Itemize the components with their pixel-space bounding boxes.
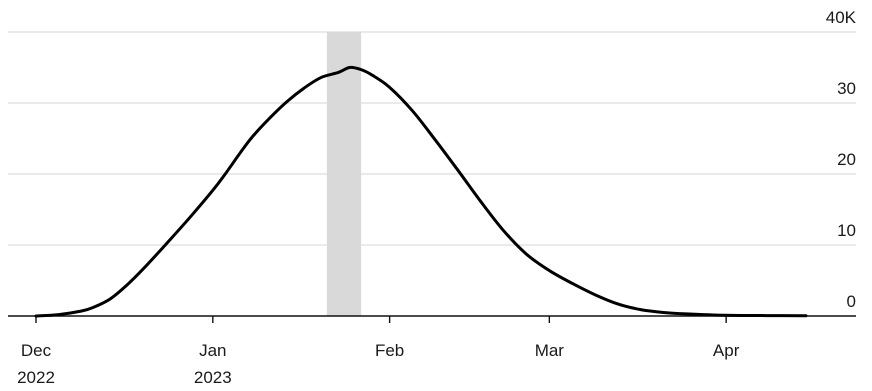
gridlines bbox=[8, 31, 856, 246]
highlight-band bbox=[326, 32, 362, 316]
y-tick-label: 10 bbox=[837, 221, 856, 240]
y-tick-label: 0 bbox=[847, 292, 856, 311]
series-line bbox=[34, 65, 808, 318]
x-tick-year-label: 2022 bbox=[17, 368, 55, 387]
x-tick-label: Feb bbox=[375, 341, 404, 360]
x-tick-label: Apr bbox=[713, 341, 740, 360]
y-axis-labels: 0 10 20 30 40K bbox=[826, 8, 857, 311]
highlight-band-layer bbox=[326, 32, 362, 316]
x-axis-labels: Dec 2022 Jan 2023 Feb Mar Apr bbox=[17, 341, 740, 387]
x-tick-label: Jan bbox=[199, 341, 226, 360]
y-tick-label: 20 bbox=[837, 150, 856, 169]
series-layer bbox=[34, 65, 808, 318]
x-tick-label: Dec bbox=[21, 341, 52, 360]
x-axis bbox=[8, 315, 856, 323]
y-tick-label: 30 bbox=[837, 79, 856, 98]
y-tick-label: 40K bbox=[826, 8, 857, 27]
x-tick-label: Mar bbox=[535, 341, 565, 360]
x-tick-year-label: 2023 bbox=[194, 368, 232, 387]
